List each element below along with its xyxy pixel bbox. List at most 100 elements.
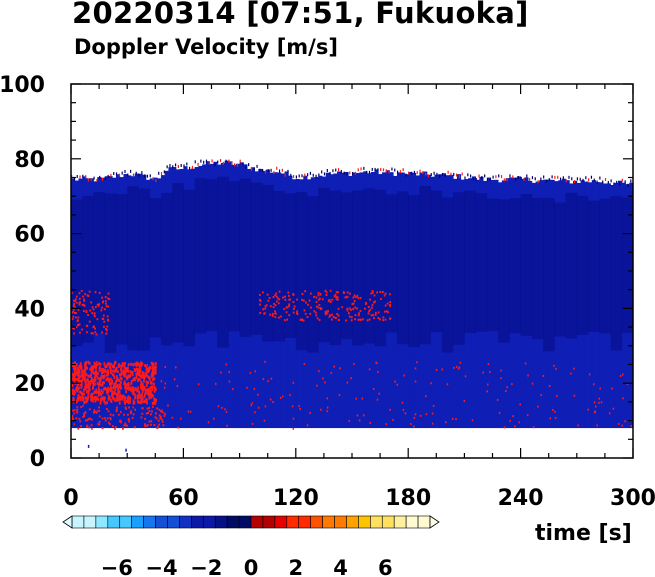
echo-column xyxy=(490,179,495,429)
echo-column xyxy=(389,172,394,429)
positive-velocity-pixel xyxy=(100,389,103,393)
velocity-band xyxy=(71,199,83,347)
positive-velocity-pixel xyxy=(71,291,73,294)
positive-velocity-pixel xyxy=(122,394,125,398)
scatter-pixel xyxy=(114,428,116,431)
positive-velocity-pixel xyxy=(337,291,339,294)
positive-velocity-pixel xyxy=(88,380,90,384)
velocity-band xyxy=(138,188,151,351)
positive-velocity-pixel xyxy=(113,362,116,366)
positive-velocity-pixel xyxy=(72,315,75,318)
positive-velocity-pixel xyxy=(74,377,77,381)
scatter-pixel xyxy=(291,405,294,408)
positive-velocity-pixel xyxy=(135,367,138,371)
positive-velocity-pixel xyxy=(86,294,89,297)
positive-velocity-pixel xyxy=(103,397,106,401)
positive-velocity-pixel xyxy=(116,370,119,374)
positive-velocity-pixel xyxy=(301,318,303,321)
positive-velocity-pixel xyxy=(146,407,149,410)
colorbar-cell xyxy=(238,515,252,529)
scatter-pixel xyxy=(257,406,260,409)
positive-velocity-pixel xyxy=(278,316,280,319)
scatter-pixel xyxy=(414,367,417,370)
positive-velocity-pixel xyxy=(81,377,84,381)
positive-velocity-pixel xyxy=(96,382,99,386)
y-tick-label: 80 xyxy=(14,148,45,173)
scatter-pixel xyxy=(99,393,102,396)
positive-velocity-pixel xyxy=(144,390,147,394)
positive-velocity-pixel xyxy=(373,301,375,304)
positive-velocity-pixel xyxy=(126,369,129,373)
positive-velocity-pixel xyxy=(288,303,291,306)
echo-top-pixel xyxy=(155,179,157,183)
positive-velocity-pixel xyxy=(98,389,101,393)
scatter-pixel xyxy=(376,398,379,401)
echo-column xyxy=(322,176,327,429)
echo-top-pixel xyxy=(298,174,300,178)
velocity-band xyxy=(295,191,308,351)
velocity-band xyxy=(318,187,330,343)
echo-top-pixel xyxy=(110,173,112,177)
velocity-band xyxy=(599,198,611,334)
positive-velocity-pixel xyxy=(82,398,85,402)
positive-velocity-pixel xyxy=(379,291,382,294)
positive-velocity-pixel xyxy=(109,367,112,371)
scatter-pixel xyxy=(281,395,284,398)
positive-velocity-pixel xyxy=(118,390,120,394)
positive-velocity-pixel xyxy=(90,332,93,335)
positive-velocity-pixel xyxy=(264,305,267,308)
echo-top-pixel xyxy=(576,177,578,181)
colorbar-cell xyxy=(155,515,168,529)
positive-velocity-pixel xyxy=(332,315,335,318)
positive-velocity-pixel xyxy=(129,411,132,414)
echo-top-pixel xyxy=(543,175,545,179)
echo-top-pixel xyxy=(416,171,418,175)
positive-velocity-pixel xyxy=(82,310,85,313)
positive-velocity-pixel xyxy=(77,316,80,319)
echo-column xyxy=(307,179,312,429)
positive-velocity-pixel xyxy=(132,386,134,390)
positive-velocity-pixel xyxy=(317,298,320,301)
echo-top-pixel xyxy=(222,161,224,165)
positive-velocity-pixel xyxy=(277,297,279,300)
scatter-pixel xyxy=(108,362,110,365)
positive-velocity-pixel xyxy=(75,316,77,319)
positive-velocity-pixel xyxy=(352,296,355,299)
positive-velocity-pixel xyxy=(119,373,121,377)
echo-column xyxy=(130,176,136,429)
positive-velocity-pixel xyxy=(301,293,304,296)
positive-velocity-pixel xyxy=(139,367,142,371)
positive-velocity-pixel xyxy=(150,361,153,365)
echo-top-pixel xyxy=(349,171,351,175)
echo-top-pixel xyxy=(312,173,314,177)
positive-velocity-pixel xyxy=(346,291,349,294)
positive-velocity-pixel xyxy=(106,373,108,377)
positive-velocity-pixel xyxy=(86,324,89,327)
scatter-pixel xyxy=(372,387,375,390)
scatter-pixel xyxy=(175,366,177,369)
positive-velocity-pixel xyxy=(124,424,127,427)
scatter-pixel xyxy=(303,362,306,365)
colorbar-cell xyxy=(119,515,132,529)
echo-column xyxy=(588,182,593,429)
echo-top-pixel xyxy=(141,171,143,175)
positive-velocity-pixel xyxy=(342,291,345,294)
scatter-pixel xyxy=(250,404,252,407)
scatter-pixel xyxy=(369,421,371,424)
positive-velocity-pixel xyxy=(96,376,99,380)
positive-velocity-pixel xyxy=(71,377,74,381)
positive-velocity-pixel xyxy=(117,363,120,367)
positive-velocity-pixel xyxy=(359,296,362,299)
positive-velocity-pixel xyxy=(285,311,288,314)
scatter-pixel xyxy=(98,409,101,412)
echo-top-pixel xyxy=(464,176,466,180)
positive-velocity-pixel xyxy=(319,297,321,300)
positive-velocity-pixel xyxy=(141,386,144,390)
positive-velocity-pixel xyxy=(85,310,88,313)
positive-velocity-pixel xyxy=(96,363,99,367)
positive-velocity-pixel xyxy=(88,320,91,323)
positive-velocity-pixel xyxy=(106,390,108,394)
scatter-pixel xyxy=(164,365,167,368)
positive-velocity-pixel xyxy=(381,290,384,293)
positive-velocity-pixel xyxy=(76,389,79,393)
